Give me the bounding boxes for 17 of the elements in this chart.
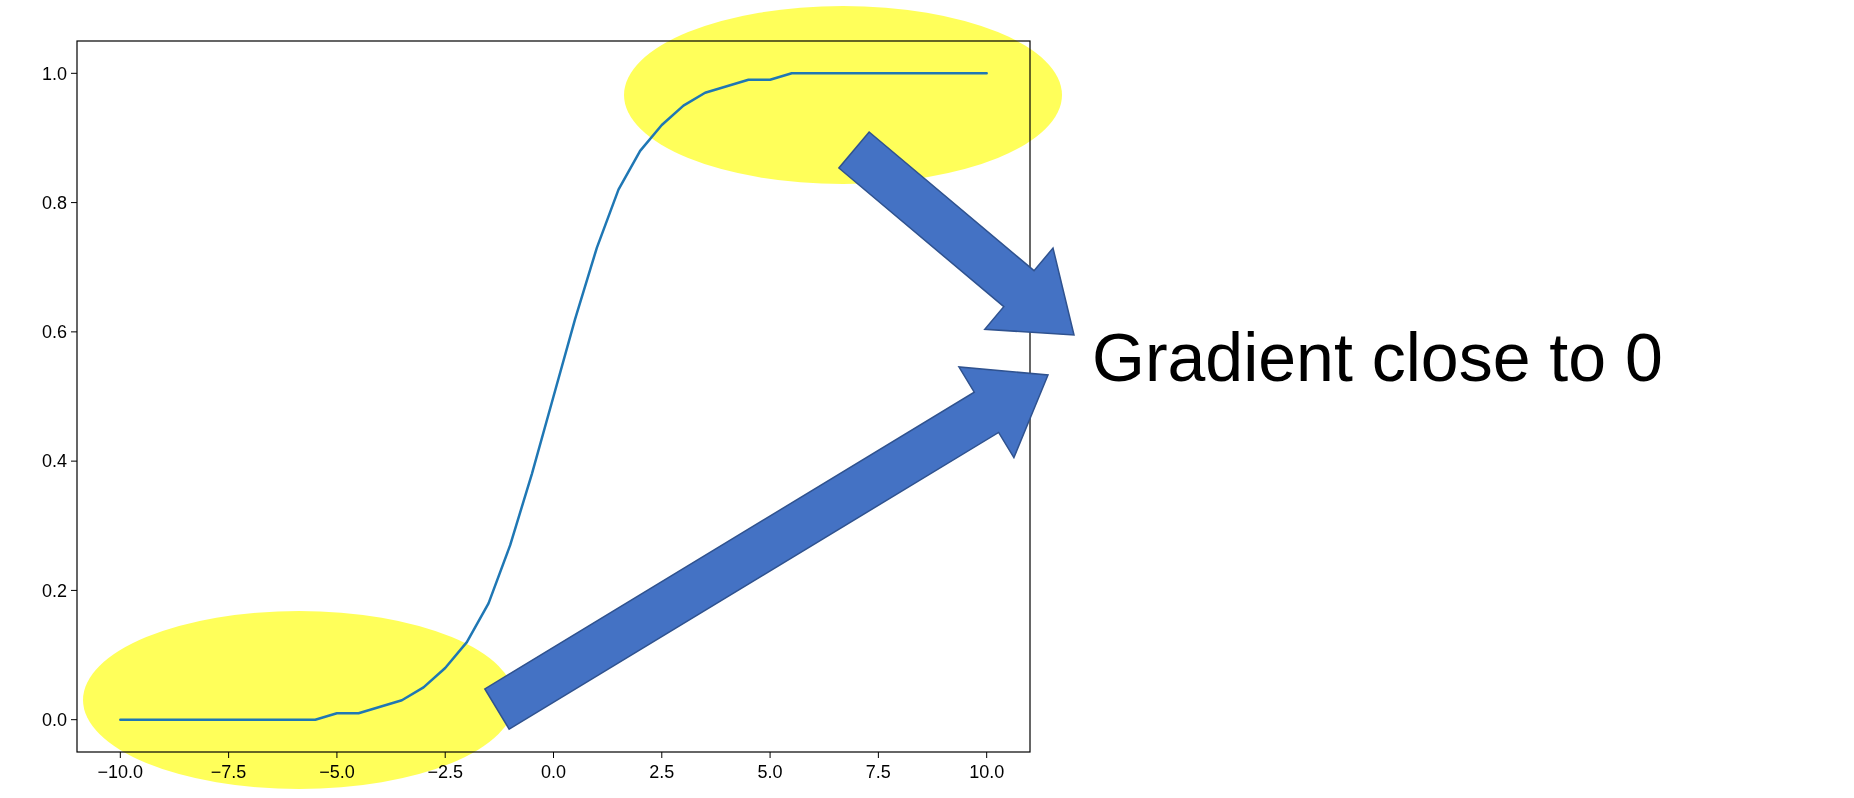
x-tick-label: 2.5 xyxy=(649,762,675,782)
x-tick-label: 10.0 xyxy=(969,762,1005,782)
x-tick-label: −10.0 xyxy=(97,762,144,782)
text: Gradient close to 0 xyxy=(1092,319,1663,395)
x-tick-label: −7.5 xyxy=(210,762,247,782)
x-tick-label: 0.0 xyxy=(540,762,567,782)
y-tick-label: 0.8 xyxy=(41,192,67,213)
x-tick-label: −2.5 xyxy=(427,762,463,782)
y-tick-label: 0.2 xyxy=(41,580,67,601)
x-tick-label: 7.5 xyxy=(865,762,891,782)
line-series xyxy=(119,72,988,721)
x-tick-label: 5.0 xyxy=(757,762,783,782)
y-tick-label: 0.0 xyxy=(41,709,67,730)
y-tick-label: 0.4 xyxy=(41,451,67,472)
y-tick-label: 1.0 xyxy=(41,63,67,84)
x-tick-label: −5.0 xyxy=(319,762,355,782)
y-tick-label: 0.6 xyxy=(41,322,67,343)
